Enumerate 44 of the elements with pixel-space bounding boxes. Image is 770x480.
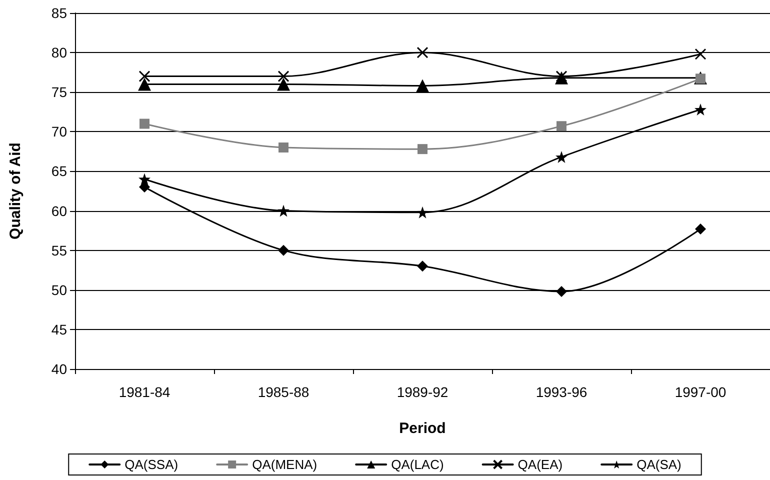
point <box>694 104 706 116</box>
y-tick-label: 80 <box>51 44 68 61</box>
point <box>695 223 706 234</box>
point <box>277 78 290 91</box>
point <box>278 70 290 82</box>
x-tick-label: 1985-88 <box>258 384 310 400</box>
legend-label: QA(MENA) <box>252 457 318 472</box>
point <box>278 244 289 256</box>
y-tick-label: 50 <box>51 282 68 298</box>
y-tick-label: 55 <box>51 242 68 258</box>
point <box>556 121 566 132</box>
x-axis-title: Period <box>399 420 446 437</box>
point <box>416 79 429 92</box>
y-tick-label: 45 <box>51 321 68 338</box>
point <box>138 70 150 82</box>
x-tick-label: 1989-92 <box>396 384 448 400</box>
legend-label: QA(LAC) <box>391 457 444 472</box>
y-tick-label: 40 <box>51 361 68 377</box>
x-tick-label: 1997-00 <box>674 384 726 400</box>
point <box>140 118 150 129</box>
y-tick-label: 70 <box>51 124 68 140</box>
point <box>278 142 288 152</box>
legend-label: QA(EA) <box>518 457 563 472</box>
y-tick-label: 75 <box>51 84 68 100</box>
x-tick-label: 1981-84 <box>118 384 170 400</box>
y-tick-label: 65 <box>51 163 68 180</box>
point <box>138 173 150 186</box>
point <box>139 182 150 193</box>
x-tick-label: 1993-96 <box>536 384 588 400</box>
point <box>694 48 706 60</box>
legend-label: QA(SSA) <box>124 457 178 472</box>
point <box>418 144 428 154</box>
point <box>696 74 706 84</box>
point <box>278 204 290 217</box>
y-axis-title: Quality of Aid <box>7 142 24 240</box>
y-tick-label: 85 <box>51 5 68 21</box>
point <box>556 286 567 297</box>
point <box>416 46 428 58</box>
point <box>416 206 428 218</box>
point <box>556 150 568 163</box>
legend-label: QA(SA) <box>636 457 682 472</box>
y-tick-label: 60 <box>51 202 68 219</box>
point <box>138 78 151 91</box>
point <box>417 260 428 272</box>
